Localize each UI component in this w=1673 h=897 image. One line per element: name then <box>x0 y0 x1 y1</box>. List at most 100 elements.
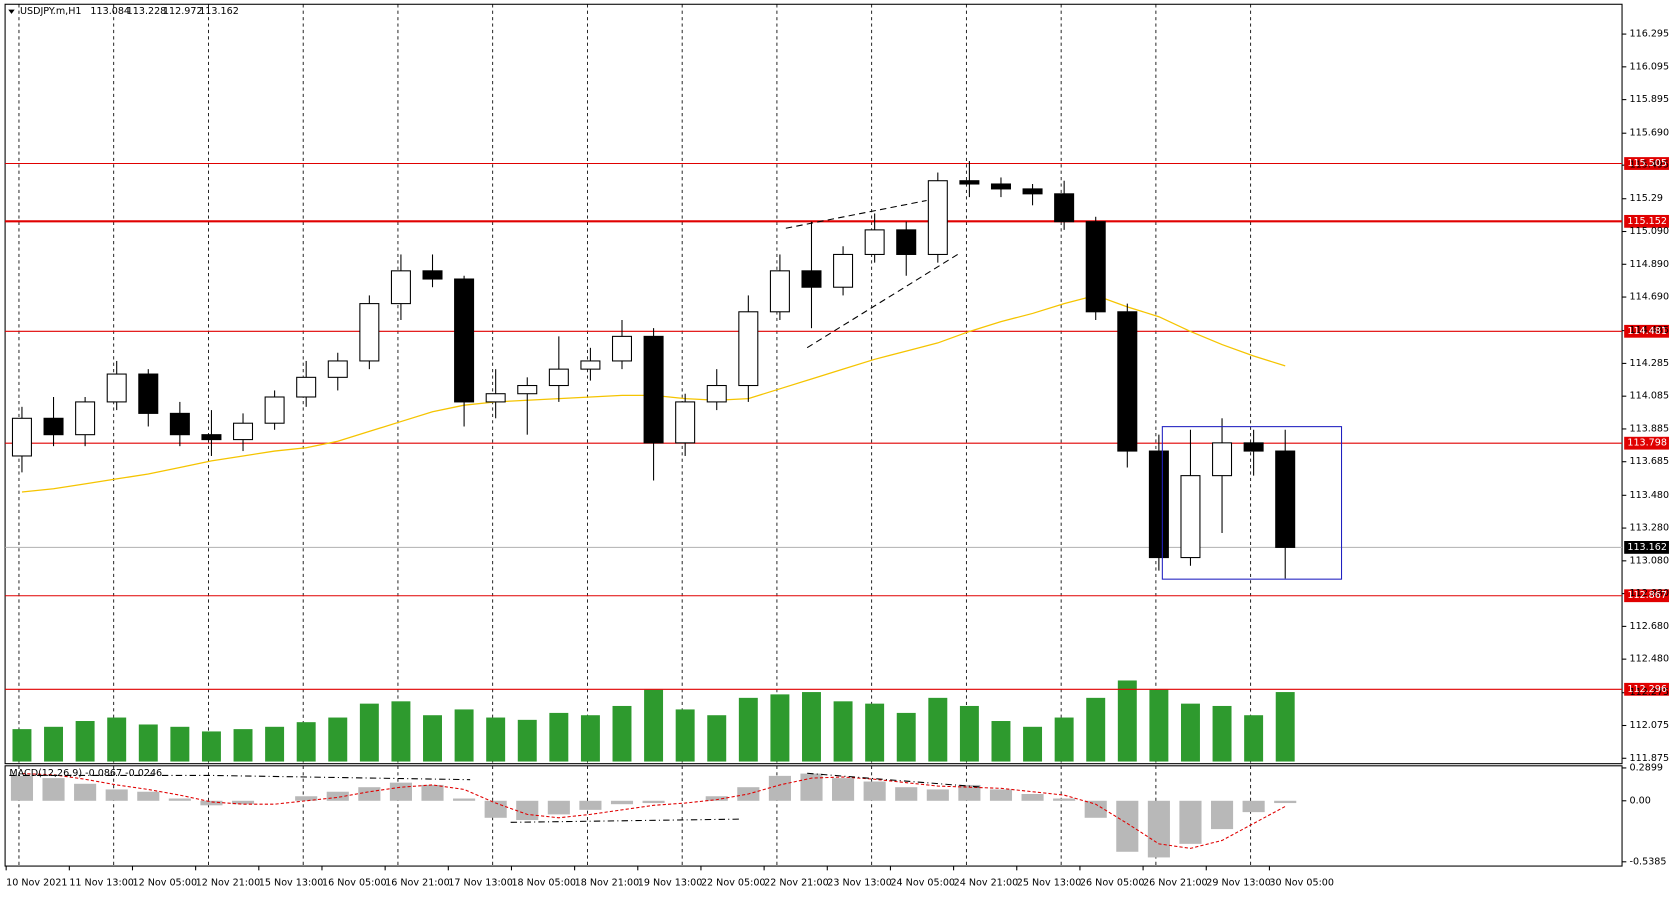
y-tick-label: 112.075 <box>1630 720 1670 731</box>
volume-bar <box>1149 689 1169 762</box>
macd-bar <box>705 796 728 801</box>
volume-bar <box>517 719 537 762</box>
level-label-box <box>1624 214 1669 228</box>
candle-body <box>1085 221 1106 313</box>
macd-bar <box>1147 800 1170 858</box>
macd-bar <box>863 781 886 801</box>
macd-bar <box>958 784 981 801</box>
volume-bar <box>423 715 442 762</box>
volume-bar <box>12 729 32 762</box>
volume-bar <box>865 703 885 762</box>
x-tick-label: 24 Nov 05:00 <box>890 878 955 889</box>
macd-bar <box>895 787 918 801</box>
y-tick-label: 115.895 <box>1630 94 1670 105</box>
x-tick-label: 15 Nov 13:00 <box>259 878 324 889</box>
y-tick-label: 112.880 <box>1630 588 1670 599</box>
macd-bar <box>1242 800 1265 813</box>
trend-line <box>785 199 927 229</box>
macd-bar <box>421 784 444 801</box>
level-label: 114.481 <box>1627 326 1667 337</box>
macd-bar <box>547 800 570 815</box>
volume-bar <box>1180 703 1200 762</box>
candle-body <box>11 417 32 457</box>
volume-bar <box>959 705 979 762</box>
candle-body <box>517 384 538 395</box>
macd-bar <box>74 783 97 801</box>
trend-line <box>510 818 739 823</box>
y-tick-label: 112.480 <box>1630 654 1670 665</box>
candle-body <box>201 434 222 441</box>
macd-bar <box>642 800 665 804</box>
volume-bar <box>454 709 474 762</box>
candle-body <box>138 373 159 414</box>
y-tick-label: 116.095 <box>1630 61 1670 72</box>
y-tick-label: 112.680 <box>1630 621 1670 632</box>
volume-bar <box>1086 697 1106 762</box>
candle-body <box>1054 193 1075 223</box>
macd-bar <box>1274 800 1297 804</box>
level-label: 112.296 <box>1627 684 1667 695</box>
x-tick-label: 12 Nov 21:00 <box>196 878 261 889</box>
macd-bar <box>231 800 255 805</box>
candle-body <box>643 335 664 444</box>
candle-body <box>264 396 285 424</box>
volume-bar <box>138 724 158 762</box>
macd-bar <box>1210 800 1234 830</box>
level-label-box <box>1624 324 1669 338</box>
y-tick-label: 113.480 <box>1630 490 1670 501</box>
macd-bar <box>358 787 381 801</box>
macd-bar <box>800 773 823 801</box>
volume-bar <box>1275 692 1295 762</box>
level-label: 115.152 <box>1627 216 1667 227</box>
macd-bar <box>579 800 602 810</box>
macd-bar <box>989 789 1013 801</box>
marks <box>5 157 1669 858</box>
volume-bar <box>1212 705 1232 762</box>
volume-bar <box>201 731 221 762</box>
candle-body <box>327 360 348 378</box>
candle-body <box>1022 188 1043 195</box>
x-tick-label: 18 Nov 05:00 <box>511 878 576 889</box>
candle-body <box>959 180 980 185</box>
drawings <box>9 199 1343 823</box>
x-tick-label: 23 Nov 13:00 <box>827 878 892 889</box>
volume-bar <box>707 715 727 762</box>
macd-bar <box>1021 793 1044 801</box>
current-price-box <box>1624 541 1669 554</box>
x-tick-label: 16 Nov 05:00 <box>322 878 387 889</box>
level-label-box <box>1624 436 1669 450</box>
candle-body <box>359 303 380 362</box>
candle-body <box>106 373 127 403</box>
x-tick-label: 26 Nov 21:00 <box>1143 878 1208 889</box>
level-label-box <box>1624 682 1669 696</box>
macd-bar <box>1179 800 1202 844</box>
main-panel-frame <box>4 3 1623 765</box>
macd-signal <box>21 773 1286 849</box>
candle-body <box>864 229 885 255</box>
macd-bar <box>295 796 318 801</box>
y-tick-label: 114.890 <box>1630 259 1670 270</box>
x-tick-label: 25 Nov 13:00 <box>1017 878 1082 889</box>
macd-bar <box>326 791 349 801</box>
candle-body <box>454 278 475 403</box>
volume-bar <box>644 689 664 762</box>
y-tick-label: 115.690 <box>1630 128 1670 139</box>
y2-tick-label: -0.5385 <box>1630 856 1667 867</box>
menu-arrow <box>8 9 15 14</box>
candle-body <box>580 360 601 370</box>
macd-bar <box>200 800 223 806</box>
macd-bar <box>42 778 65 801</box>
candle-body <box>1117 311 1138 452</box>
candle-body <box>233 422 254 441</box>
x-tick-label: 30 Nov 05:00 <box>1269 878 1334 889</box>
range-box <box>1161 426 1343 580</box>
volume-bar <box>1054 717 1074 762</box>
candle-body <box>611 335 633 362</box>
ohlc-low: 112.972 <box>163 6 203 17</box>
macd-bar <box>832 778 855 801</box>
x-tick-label: 18 Nov 21:00 <box>575 878 640 889</box>
trend-line <box>807 772 983 788</box>
y-tick-label: 114.485 <box>1630 325 1670 336</box>
